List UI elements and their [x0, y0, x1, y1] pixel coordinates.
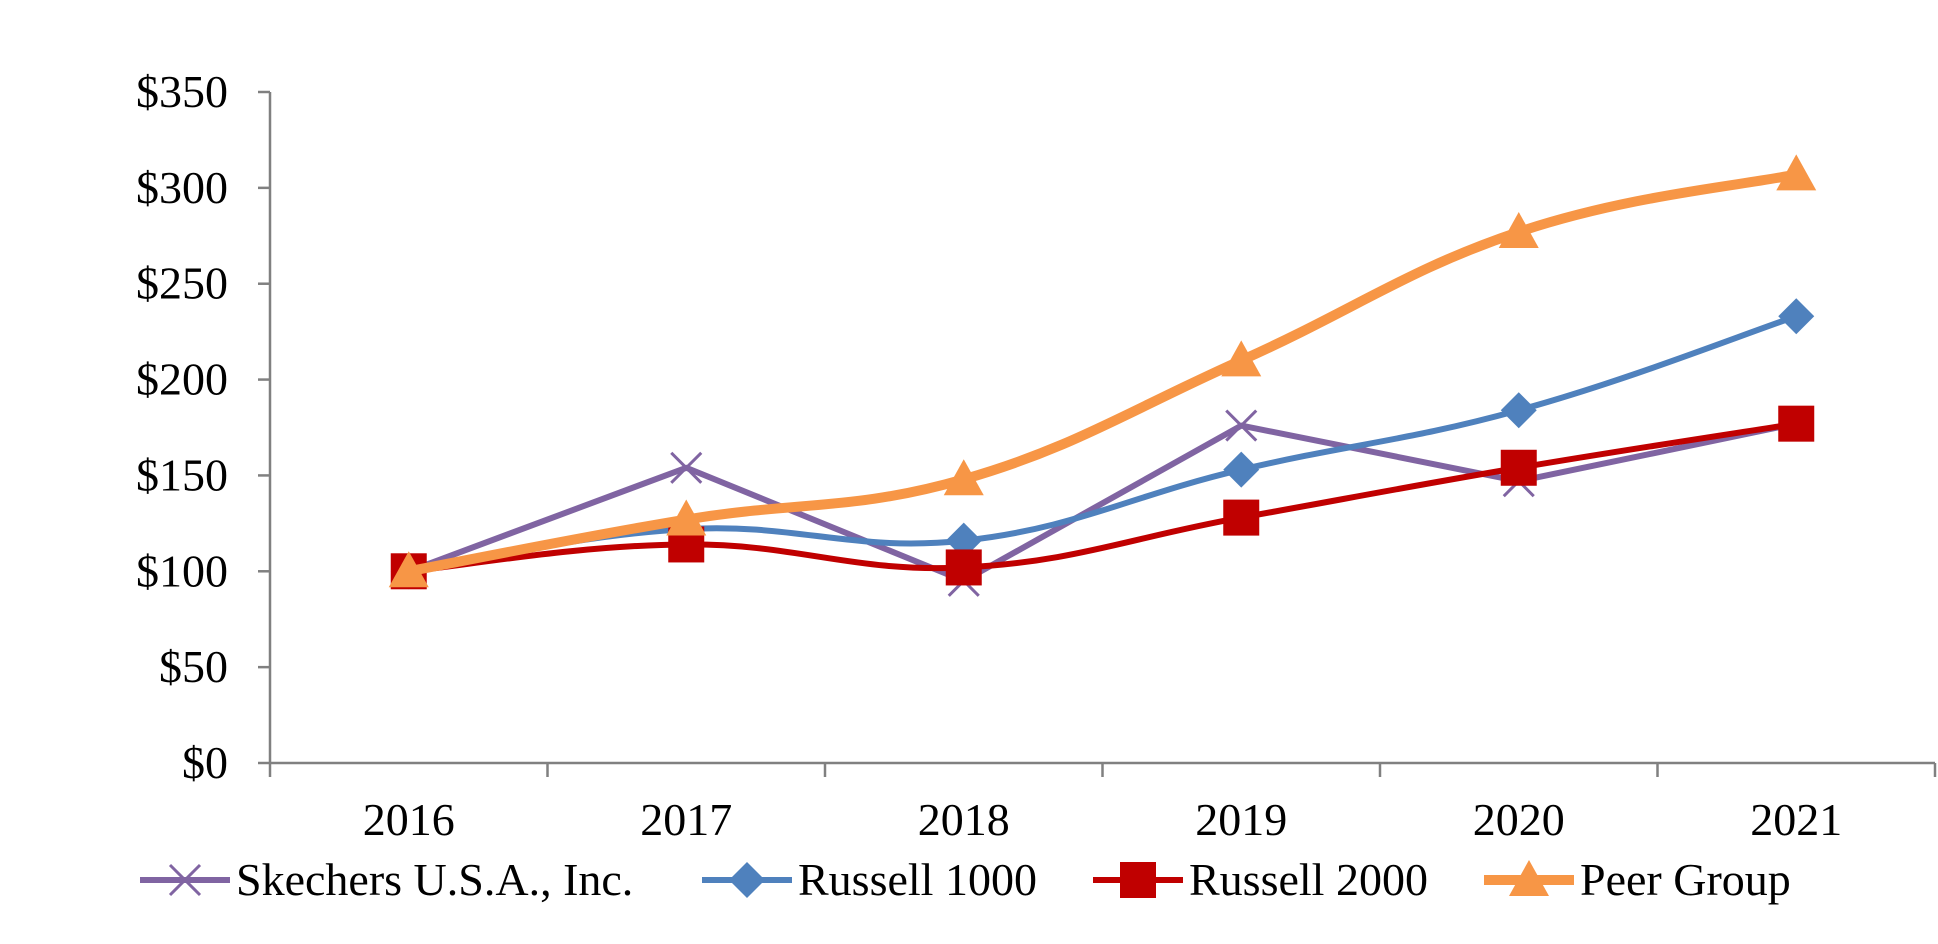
y-tick-label: $0	[182, 737, 228, 788]
diamond-icon	[729, 862, 765, 898]
data-point	[1498, 211, 1539, 248]
x-tick-label: 2018	[918, 794, 1010, 845]
series-line	[403, 169, 1802, 577]
data-point	[1778, 298, 1815, 335]
legend-label: Skechers U.S.A., Inc.	[236, 854, 633, 905]
legend-label: Russell 1000	[798, 854, 1037, 905]
square-icon	[1120, 862, 1156, 898]
series-line	[405, 420, 1800, 575]
legend-item: Skechers U.S.A., Inc.	[140, 854, 633, 905]
legend-item: Russell 2000	[1093, 854, 1428, 905]
x-tick-label: 2017	[640, 794, 732, 845]
legend-item: Peer Group	[1484, 854, 1791, 905]
series-line	[405, 420, 1800, 584]
data-point	[670, 451, 703, 484]
data-point	[1221, 340, 1262, 377]
data-point	[943, 459, 984, 496]
series-layer	[388, 154, 1817, 597]
series-skechers-u-s-a-inc	[392, 407, 1813, 597]
axes: $0 $50 $100 $150 $200 $250 $300 $350 2016 2017 201…	[136, 66, 1937, 845]
y-tick-label: $50	[159, 641, 228, 692]
x-tick-label: 2021	[1750, 794, 1842, 845]
data-point	[666, 499, 707, 536]
data-point	[945, 549, 982, 586]
data-point	[1223, 451, 1260, 488]
legend-label: Russell 2000	[1189, 854, 1428, 905]
data-point	[1223, 499, 1260, 536]
x-icon	[168, 863, 202, 897]
x-stroke	[1225, 409, 1258, 442]
legend-label: Peer Group	[1580, 854, 1791, 905]
data-point	[1500, 392, 1537, 429]
data-point	[1776, 154, 1817, 191]
x-tick-label: 2019	[1195, 794, 1287, 845]
x-tick-label: 2016	[363, 794, 455, 845]
x-tick-label: 2020	[1473, 794, 1565, 845]
data-point	[388, 551, 429, 588]
x-stroke	[168, 863, 202, 897]
triangle-icon	[1509, 860, 1549, 896]
x-stroke	[670, 451, 703, 484]
y-tick-label: $150	[136, 449, 228, 500]
data-point	[1778, 405, 1815, 442]
data-point	[1500, 449, 1537, 486]
y-tick-label: $200	[136, 354, 228, 405]
y-tick-label: $350	[136, 66, 228, 117]
data-point	[1225, 409, 1258, 442]
legend: Skechers U.S.A., Inc. Russell 1000 Russell…	[140, 854, 1791, 905]
legend-item: Russell 1000	[702, 854, 1037, 905]
y-tick-label: $300	[136, 162, 228, 213]
series-peer-group	[388, 154, 1817, 588]
y-tick-label: $250	[136, 258, 228, 309]
series-line	[405, 313, 1800, 575]
y-tick-label: $100	[136, 545, 228, 596]
